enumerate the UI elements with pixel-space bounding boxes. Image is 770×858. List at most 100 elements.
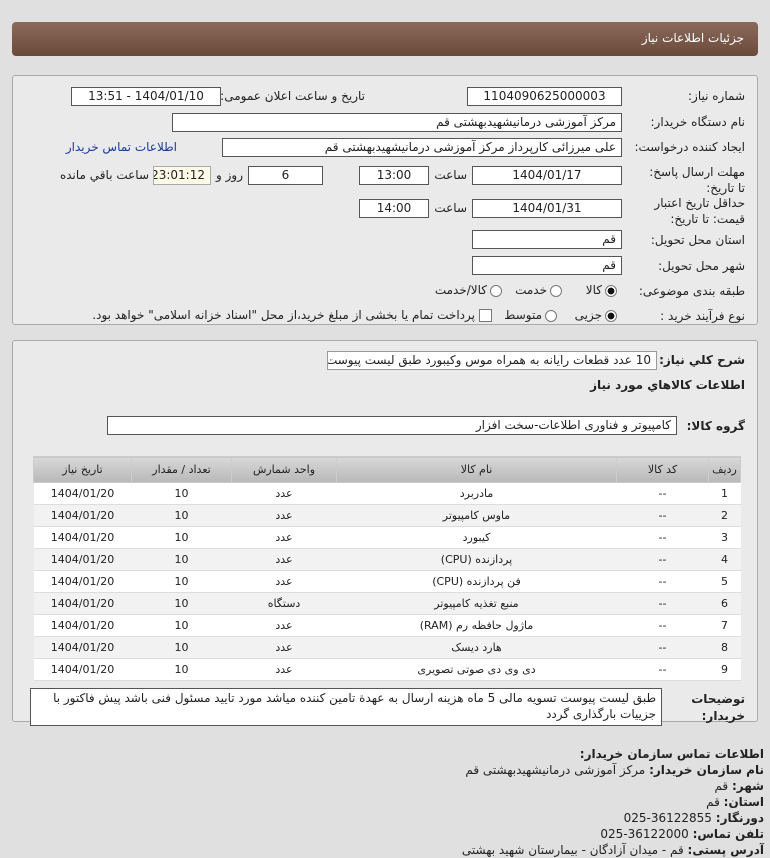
checkbox-icon (479, 309, 492, 322)
table-cell: ماوس کامپیوتر (336, 504, 617, 527)
province-field: قم (472, 230, 622, 249)
table-cell: 10 (131, 658, 232, 681)
table-cell: 4 (708, 548, 741, 571)
table-cell: 1404/01/20 (33, 548, 132, 571)
contact-address: قم - میدان آزادگان - بیمارستان شهید بهشت… (461, 843, 684, 857)
table-cell: 2 (708, 504, 741, 527)
goods-title: اطلاعات كالاهاي مورد نياز (590, 378, 745, 392)
table-cell: ماژول حافظه رم (RAM) (336, 614, 617, 637)
contact-fax-label: دورنگار: (715, 811, 764, 825)
buyer-org-label: نام دستگاه خریدار: (650, 115, 746, 129)
group-field: کامپیوتر و فناوری اطلاعات-سخت افزار (107, 416, 677, 435)
deadline-time-label: ساعت (434, 168, 467, 182)
notes-field: طبق لیست پیوست تسویه مالی 5 ماه هزینه ار… (30, 688, 662, 726)
contact-fax: 36122855-025 (623, 811, 712, 825)
process-radio-medium[interactable]: متوسط (504, 308, 557, 322)
process-radio-minor[interactable]: جزیی (575, 308, 617, 322)
category-label: طبقه بندی موضوعی: (638, 284, 745, 298)
need-number-field: 1104090625000003 (467, 87, 622, 106)
category-radio-goods-service[interactable]: کالا/خدمت (435, 283, 502, 297)
table-cell: عدد (231, 658, 337, 681)
table-cell: فن پردازنده (CPU) (336, 570, 617, 593)
radio-icon (605, 284, 617, 297)
table-row: 3 -- کیبورد عدد 10 1404/01/20 (33, 526, 741, 549)
radio-icon (545, 309, 557, 322)
table-cell: 10 (131, 614, 232, 637)
table-cell: 1404/01/20 (33, 614, 132, 637)
table-cell: 5 (708, 570, 741, 593)
contact-province: قم (706, 795, 720, 809)
process-label: نوع فرآیند خرید : (660, 309, 745, 323)
col-row: ردیف (708, 456, 741, 483)
table-cell: 1404/01/20 (33, 482, 132, 505)
radio-icon (550, 284, 562, 297)
table-cell: -- (616, 548, 709, 571)
table-cell: 9 (708, 658, 741, 681)
goods-details-panel: شرح كلي نياز: 10 عدد قطعات رایانه به همر… (12, 340, 758, 726)
contact-phone: 36122000-025 (600, 827, 689, 841)
table-cell: 10 (131, 592, 232, 615)
treasury-payment-checkbox[interactable]: پرداخت تمام یا بخشی از مبلغ خرید،از محل … (92, 308, 492, 322)
notes-label: توضیحات خریدار: (691, 692, 745, 723)
buyer-contact-link[interactable]: اطلاعات تماس خریدار (65, 140, 177, 154)
col-qty: تعداد / مقدار (131, 456, 232, 483)
table-cell: 10 (131, 526, 232, 549)
remaining-label: ساعت باقي مانده (59, 168, 149, 182)
table-cell: عدد (231, 636, 337, 659)
creator-label: ایجاد کننده درخواست: (634, 140, 745, 154)
table-header-row: ردیف کد کالا نام کالا واحد شمارش تعداد /… (33, 456, 741, 483)
table-row: 2 -- ماوس کامپیوتر عدد 10 1404/01/20 (33, 504, 741, 527)
table-cell: -- (616, 504, 709, 527)
table-cell: عدد (231, 570, 337, 593)
table-row: 1 -- مادربرد عدد 10 1404/01/20 (33, 482, 741, 505)
table-cell: مادربرد (336, 482, 617, 505)
contact-title: اطلاعات تماس سازمان خریدار: (579, 747, 764, 761)
deadline-time-field: 13:00 (359, 166, 429, 185)
remaining-time-field: 23:01:12 (153, 166, 211, 185)
table-cell: -- (616, 482, 709, 505)
table-cell: 10 (131, 504, 232, 527)
page-header: جزئیات اطلاعات نیاز (12, 22, 758, 56)
contact-phone-label: تلفن تماس: (692, 827, 764, 841)
radio-icon (605, 309, 617, 322)
table-cell: -- (616, 636, 709, 659)
table-cell: 8 (708, 636, 741, 659)
col-code: کد کالا (616, 456, 709, 483)
table-cell: -- (616, 658, 709, 681)
table-cell: دی وی دی صوتی تصویری (336, 658, 617, 681)
table-row: 6 -- منبع تغذیه کامپیوتر دستگاه 10 1404/01/20 (33, 592, 741, 615)
col-name: نام کالا (336, 456, 617, 483)
city-label: شهر محل تحویل: (658, 259, 745, 273)
radio-icon (490, 284, 502, 297)
city-field: قم (472, 256, 622, 275)
days-label: روز و (216, 168, 243, 182)
announce-field: 1404/01/10 - 13:51 (71, 87, 221, 106)
summary-label: شرح كلي نياز: (659, 353, 745, 367)
group-label: گروه کالا: (686, 419, 745, 433)
table-cell: 10 (131, 548, 232, 571)
table-cell: -- (616, 592, 709, 615)
table-row: 8 -- هارد دیسک عدد 10 1404/01/20 (33, 636, 741, 659)
table-cell: عدد (231, 526, 337, 549)
category-radio-goods[interactable]: کالا (586, 283, 617, 297)
category-radio-service[interactable]: خدمت (515, 283, 562, 297)
creator-field: علی میرزائی کارپرداز مرکز آموزشی درمانیش… (222, 138, 622, 157)
table-cell: عدد (231, 614, 337, 637)
validity-time-field: 14:00 (359, 199, 429, 218)
buyer-org-field: مرکز آموزشی درمانیشهیدبهشتی قم (172, 113, 622, 132)
table-cell: -- (616, 614, 709, 637)
table-cell: 1404/01/20 (33, 592, 132, 615)
table-cell: عدد (231, 504, 337, 527)
table-cell: 1404/01/20 (33, 504, 132, 527)
table-cell: 10 (131, 570, 232, 593)
table-cell: 7 (708, 614, 741, 637)
table-cell: عدد (231, 548, 337, 571)
table-cell: 1404/01/20 (33, 636, 132, 659)
table-row: 4 -- پردازنده (CPU) عدد 10 1404/01/20 (33, 548, 741, 571)
need-info-panel: شماره نیاز: 1104090625000003 تاریخ و ساع… (12, 75, 758, 325)
table-cell: 1404/01/20 (33, 526, 132, 549)
table-row: 5 -- فن پردازنده (CPU) عدد 10 1404/01/20 (33, 570, 741, 593)
table-cell: 3 (708, 526, 741, 549)
page-title: جزئیات اطلاعات نیاز (641, 31, 744, 45)
table-cell: 10 (131, 636, 232, 659)
